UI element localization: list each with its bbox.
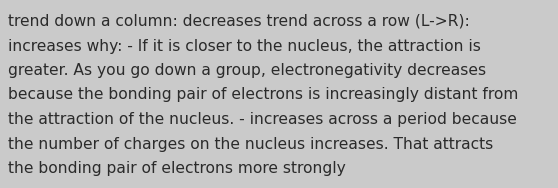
- Text: increases why: - If it is closer to the nucleus, the attraction is: increases why: - If it is closer to the …: [8, 39, 481, 54]
- Text: the attraction of the nucleus. - increases across a period because: the attraction of the nucleus. - increas…: [8, 112, 517, 127]
- Text: the bonding pair of electrons more strongly: the bonding pair of electrons more stron…: [8, 161, 346, 176]
- Text: greater. As you go down a group, electronegativity decreases: greater. As you go down a group, electro…: [8, 63, 486, 78]
- Text: because the bonding pair of electrons is increasingly distant from: because the bonding pair of electrons is…: [8, 87, 518, 102]
- Text: the number of charges on the nucleus increases. That attracts: the number of charges on the nucleus inc…: [8, 136, 493, 152]
- Text: trend down a column: decreases trend across a row (L->R):: trend down a column: decreases trend acr…: [8, 14, 470, 29]
